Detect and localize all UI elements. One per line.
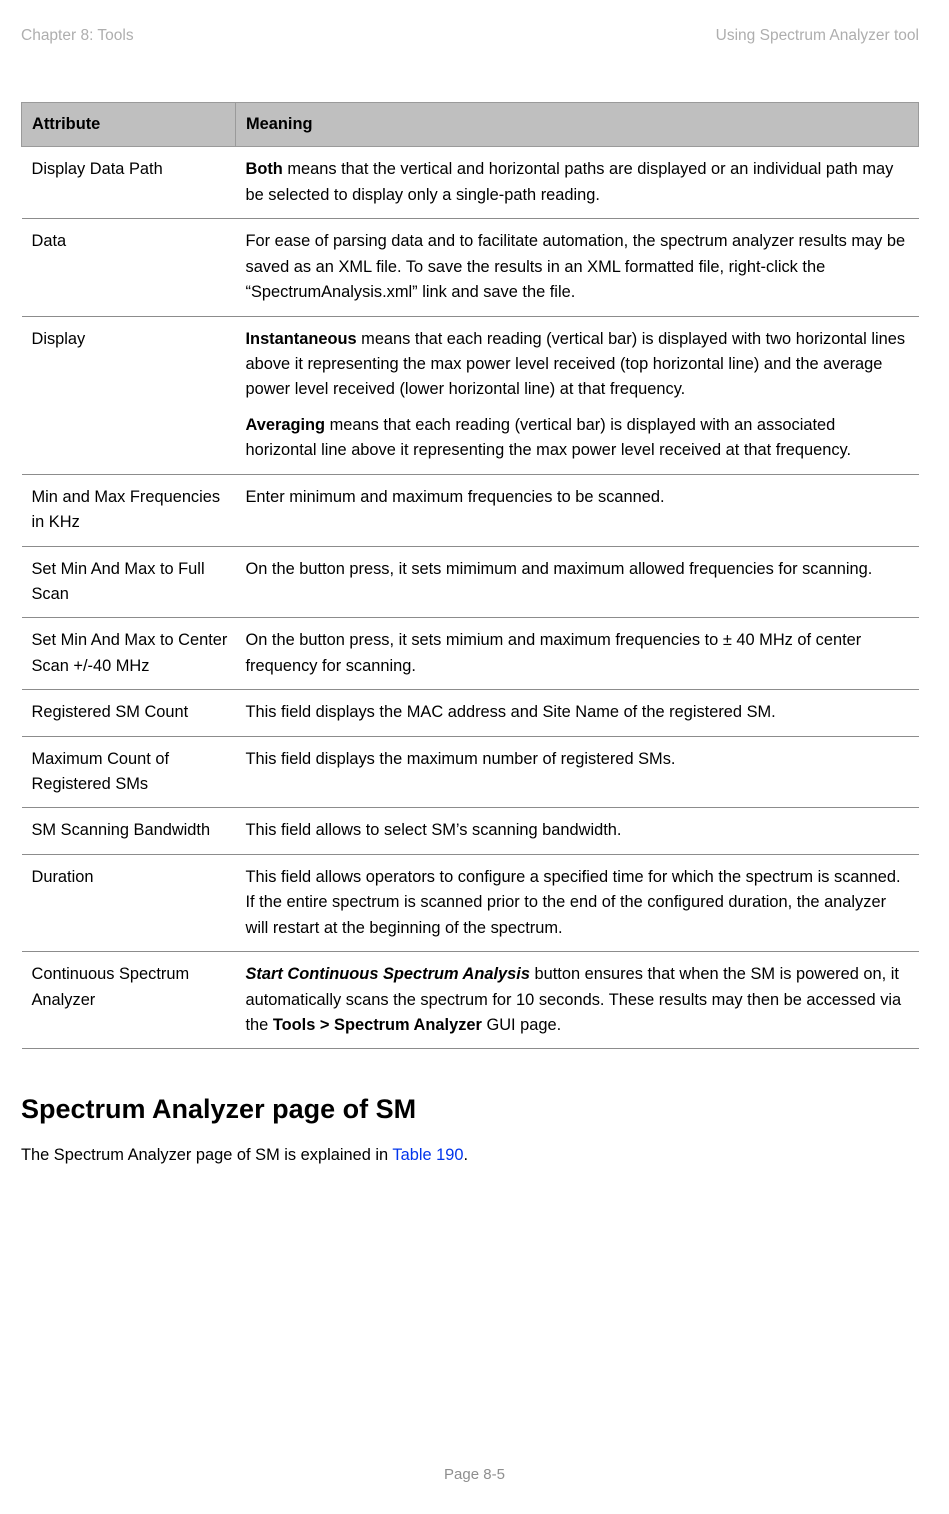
bolditalic-term: Start Continuous Spectrum Analysis	[246, 965, 530, 983]
table-row: Set Min And Max to Center Scan +/-40 MHz…	[22, 618, 919, 690]
meaning-tail: GUI page.	[482, 1016, 561, 1034]
meaning-cell: This field displays the maximum number o…	[236, 736, 919, 808]
meaning-cell: For ease of parsing data and to facilita…	[236, 219, 919, 316]
bold-term: Tools > Spectrum Analyzer	[273, 1016, 482, 1034]
section-intro: The Spectrum Analyzer page of SM is expl…	[21, 1143, 919, 1168]
meaning-cell: Start Continuous Spectrum Analysis butto…	[236, 952, 919, 1049]
attr-cell: Min and Max Frequencies in KHz	[22, 474, 236, 546]
table-row: Display Instantaneous means that each re…	[22, 316, 919, 474]
table-ref-link[interactable]: Table 190	[392, 1146, 463, 1164]
meaning-text: This field displays the maximum number o…	[246, 747, 909, 772]
meaning-text: Instantaneous means that each reading (v…	[246, 327, 909, 403]
meaning-text: Start Continuous Spectrum Analysis butto…	[246, 962, 909, 1038]
table-row: SM Scanning Bandwidth This field allows …	[22, 808, 919, 854]
attr-cell: Set Min And Max to Full Scan	[22, 546, 236, 618]
meaning-text: Averaging means that each reading (verti…	[246, 413, 909, 464]
section-heading: Spectrum Analyzer page of SM	[21, 1089, 919, 1131]
meaning-text: On the button press, it sets mimium and …	[246, 628, 909, 679]
bold-term: Both	[246, 160, 283, 178]
attr-cell: Data	[22, 219, 236, 316]
meaning-text: This field displays the MAC address and …	[246, 700, 909, 725]
section-label: Using Spectrum Analyzer tool	[716, 24, 919, 48]
page-header: Chapter 8: Tools Using Spectrum Analyzer…	[21, 24, 919, 48]
meaning-cell: This field allows operators to configure…	[236, 854, 919, 951]
attr-cell: Maximum Count of Registered SMs	[22, 736, 236, 808]
attr-cell: Registered SM Count	[22, 690, 236, 736]
attr-cell: Display	[22, 316, 236, 474]
meaning-text: On the button press, it sets mimimum and…	[246, 557, 909, 582]
meaning-cell: This field displays the MAC address and …	[236, 690, 919, 736]
meaning-text: Enter minimum and maximum frequencies to…	[246, 485, 909, 510]
attributes-table: Attribute Meaning Display Data Path Both…	[21, 102, 919, 1049]
intro-post: .	[464, 1146, 469, 1164]
table-row: Display Data Path Both means that the ve…	[22, 147, 919, 219]
intro-pre: The Spectrum Analyzer page of SM is expl…	[21, 1146, 392, 1164]
meaning-rest: means that each reading (vertical bar) i…	[246, 416, 852, 459]
table-row: Registered SM Count This field displays …	[22, 690, 919, 736]
table-row: Set Min And Max to Full Scan On the butt…	[22, 546, 919, 618]
table-row: Continuous Spectrum Analyzer Start Conti…	[22, 952, 919, 1049]
table-row: Min and Max Frequencies in KHz Enter min…	[22, 474, 919, 546]
attr-cell: Set Min And Max to Center Scan +/-40 MHz	[22, 618, 236, 690]
attr-cell: Continuous Spectrum Analyzer	[22, 952, 236, 1049]
table-row: Maximum Count of Registered SMs This fie…	[22, 736, 919, 808]
meaning-cell: Enter minimum and maximum frequencies to…	[236, 474, 919, 546]
table-row: Data For ease of parsing data and to fac…	[22, 219, 919, 316]
meaning-text: Both means that the vertical and horizon…	[246, 157, 909, 208]
table-header-row: Attribute Meaning	[22, 103, 919, 147]
meaning-text: This field allows to select SM’s scannin…	[246, 818, 909, 843]
page-number: Page 8-5	[0, 1463, 949, 1486]
meaning-cell: On the button press, it sets mimium and …	[236, 618, 919, 690]
attr-cell: SM Scanning Bandwidth	[22, 808, 236, 854]
meaning-cell: On the button press, it sets mimimum and…	[236, 546, 919, 618]
meaning-text: This field allows operators to configure…	[246, 865, 909, 941]
bold-term: Instantaneous	[246, 330, 357, 348]
attr-cell: Display Data Path	[22, 147, 236, 219]
meaning-cell: Both means that the vertical and horizon…	[236, 147, 919, 219]
col-meaning: Meaning	[236, 103, 919, 147]
chapter-label: Chapter 8: Tools	[21, 24, 134, 48]
meaning-cell: Instantaneous means that each reading (v…	[236, 316, 919, 474]
col-attribute: Attribute	[22, 103, 236, 147]
meaning-text: For ease of parsing data and to facilita…	[246, 229, 909, 305]
table-row: Duration This field allows operators to …	[22, 854, 919, 951]
attr-cell: Duration	[22, 854, 236, 951]
meaning-cell: This field allows to select SM’s scannin…	[236, 808, 919, 854]
bold-term: Averaging	[246, 416, 326, 434]
meaning-rest: means that the vertical and horizontal p…	[246, 160, 894, 203]
